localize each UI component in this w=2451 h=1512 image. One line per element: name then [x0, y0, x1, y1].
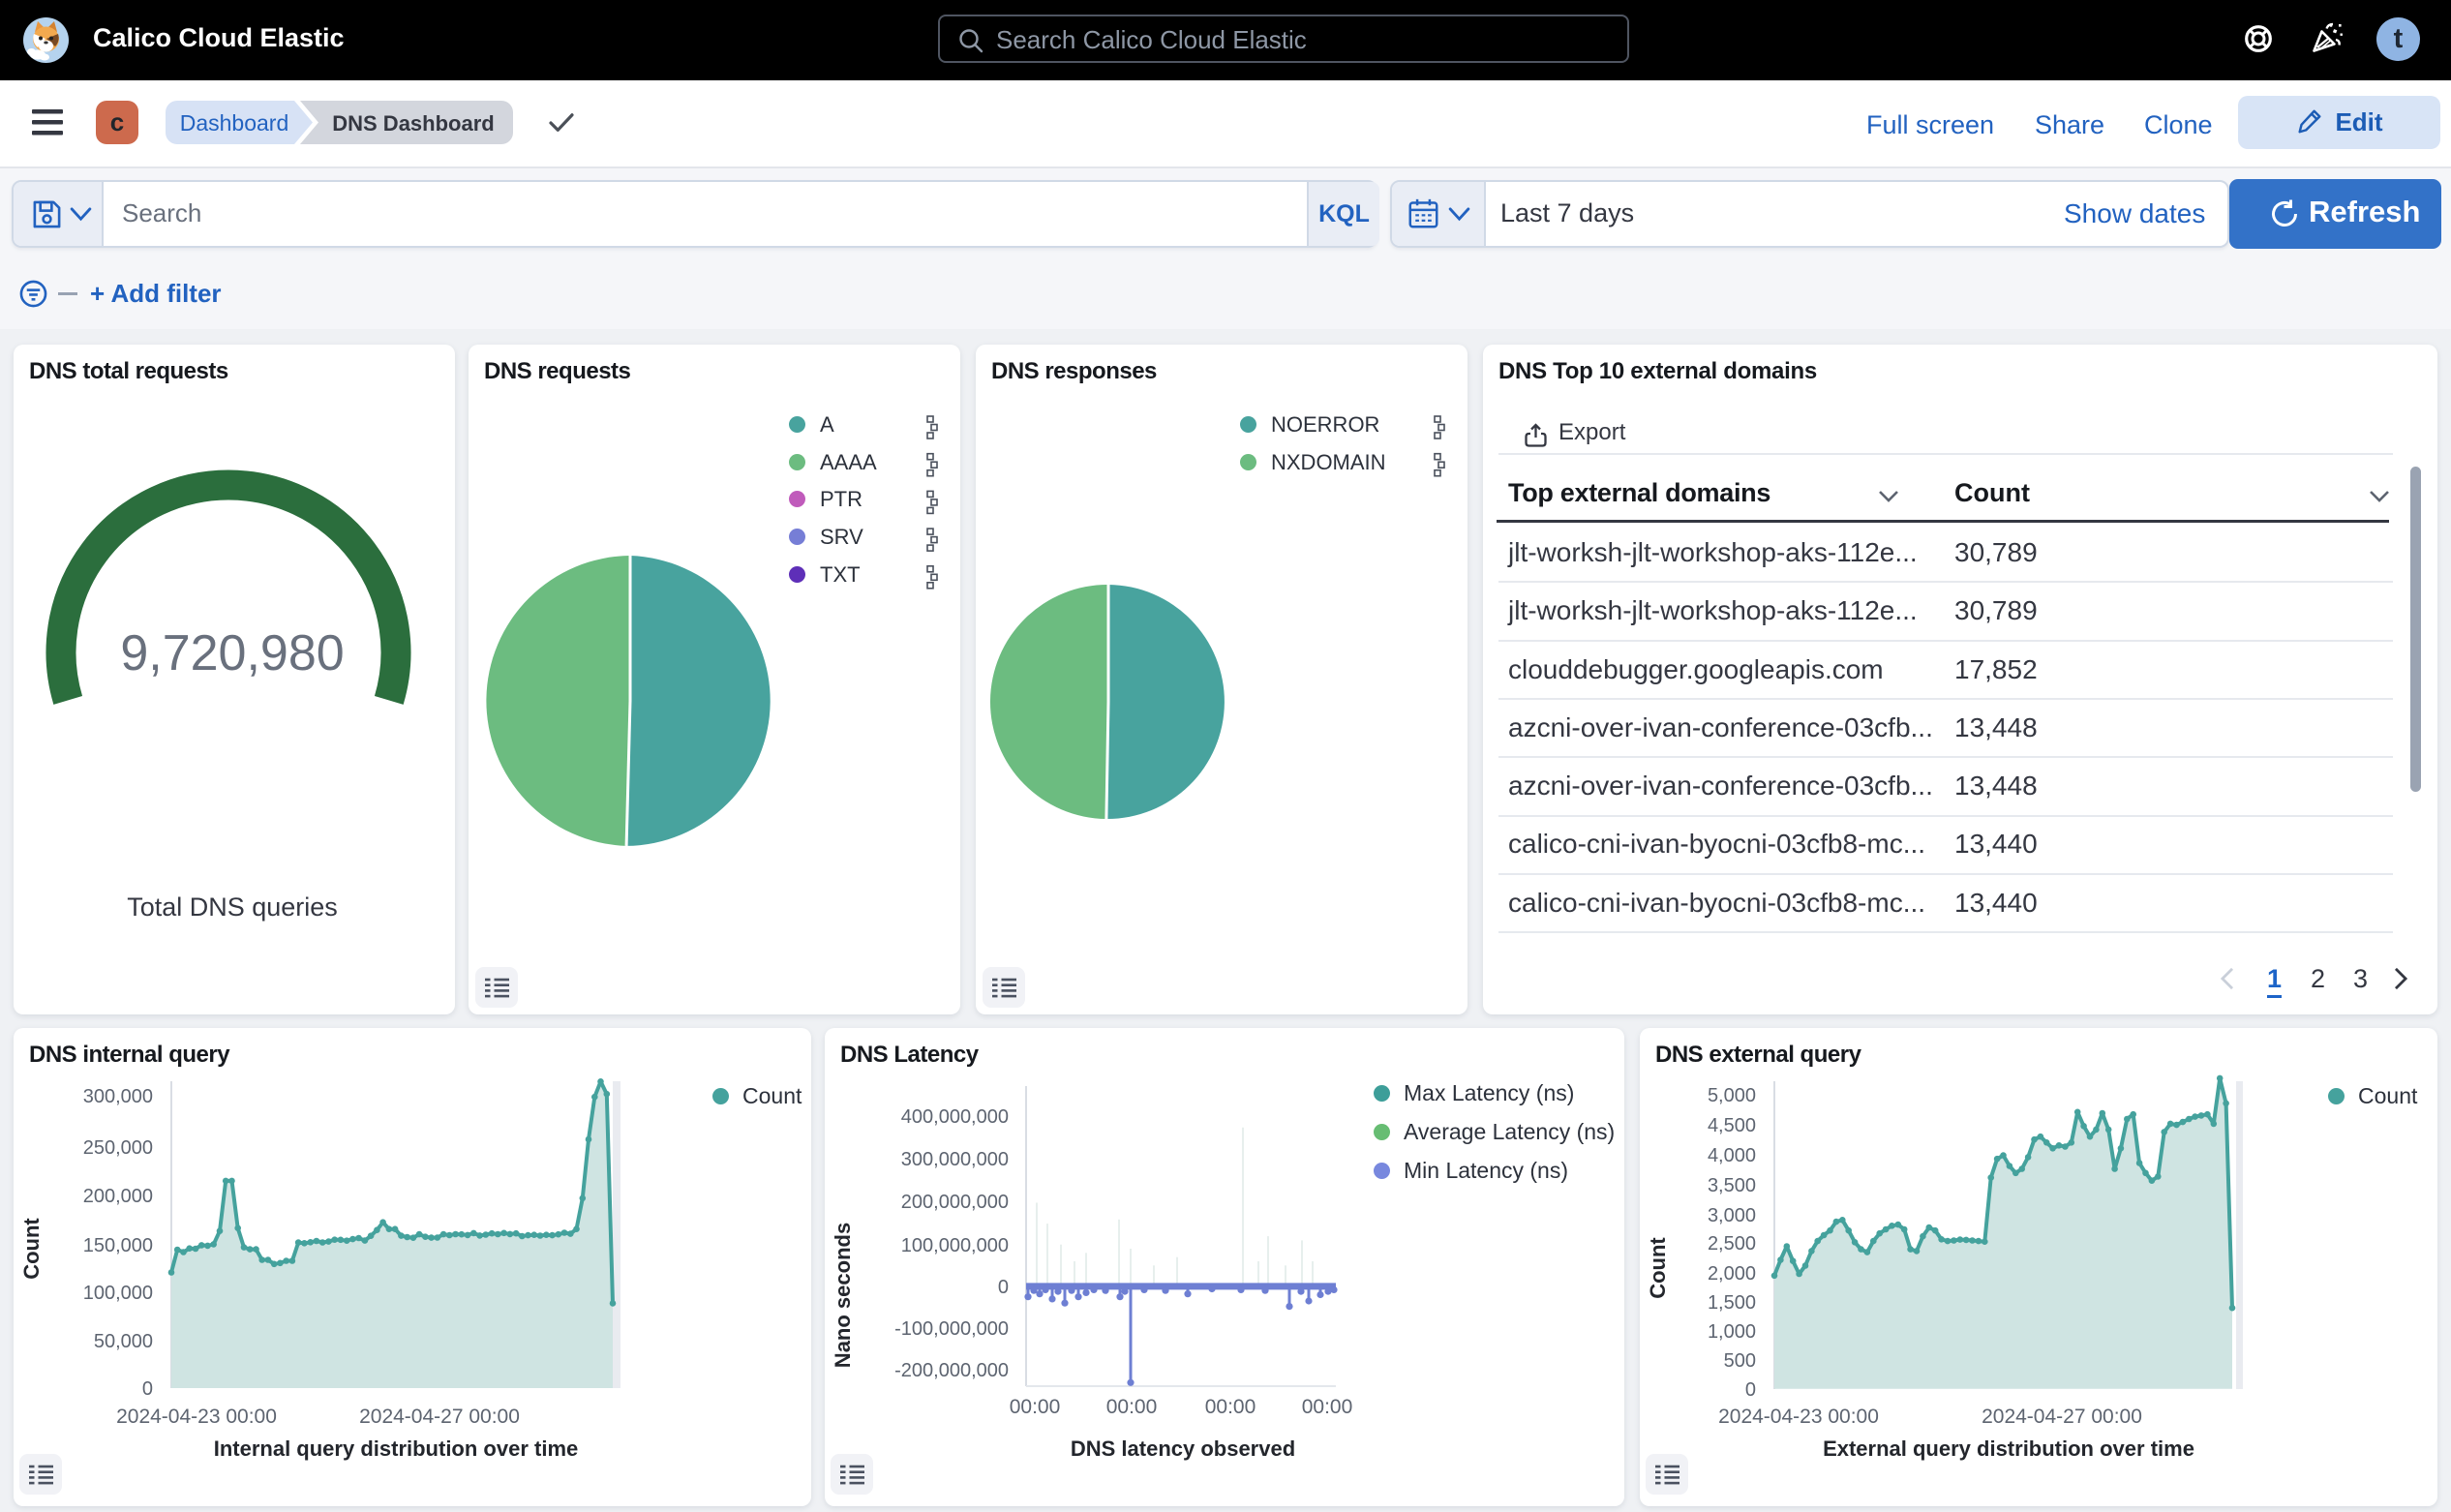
svg-text:1,000: 1,000: [1708, 1321, 1756, 1343]
svg-text:00:00: 00:00: [1302, 1396, 1353, 1418]
svg-text:4,000: 4,000: [1708, 1145, 1756, 1166]
svg-text:50,000: 50,000: [94, 1331, 153, 1352]
svg-text:1,500: 1,500: [1708, 1292, 1756, 1314]
svg-text:2024-04-23 00:00: 2024-04-23 00:00: [116, 1406, 277, 1428]
svg-text:External query distribution ov: External query distribution over time: [1823, 1436, 2194, 1461]
svg-text:00:00: 00:00: [1106, 1396, 1158, 1418]
svg-text:2024-04-27 00:00: 2024-04-27 00:00: [1982, 1406, 2142, 1428]
svg-text:3,500: 3,500: [1708, 1175, 1756, 1196]
svg-text:00:00: 00:00: [1205, 1396, 1256, 1418]
svg-text:DNS Dashboard: DNS Dashboard: [332, 111, 494, 136]
svg-text:0: 0: [998, 1277, 1009, 1298]
svg-text:500: 500: [1724, 1350, 1756, 1372]
svg-text:300,000,000: 300,000,000: [901, 1149, 1009, 1170]
svg-text:Nano seconds: Nano seconds: [831, 1223, 855, 1368]
svg-text:100,000: 100,000: [83, 1283, 153, 1304]
svg-text:2,000: 2,000: [1708, 1263, 1756, 1285]
svg-text:150,000: 150,000: [83, 1235, 153, 1256]
svg-text:-100,000,000: -100,000,000: [894, 1318, 1009, 1340]
svg-text:Count: Count: [19, 1218, 44, 1280]
svg-text:200,000: 200,000: [83, 1186, 153, 1207]
svg-text:DNS latency observed: DNS latency observed: [1071, 1436, 1295, 1461]
svg-text:300,000: 300,000: [83, 1086, 153, 1107]
svg-text:3,000: 3,000: [1708, 1205, 1756, 1226]
svg-text:2,500: 2,500: [1708, 1233, 1756, 1255]
svg-text:Dashboard: Dashboard: [180, 110, 289, 136]
svg-text:250,000: 250,000: [83, 1137, 153, 1159]
svg-text:400,000,000: 400,000,000: [901, 1106, 1009, 1128]
svg-text:2024-04-23 00:00: 2024-04-23 00:00: [1718, 1406, 1879, 1428]
svg-text:Count: Count: [1646, 1237, 1670, 1299]
svg-text:Internal query distribution ov: Internal query distribution over time: [214, 1436, 579, 1461]
svg-text:200,000,000: 200,000,000: [901, 1192, 1009, 1213]
svg-text:9,720,980: 9,720,980: [120, 625, 344, 681]
svg-text:5,000: 5,000: [1708, 1085, 1756, 1106]
svg-text:0: 0: [1745, 1379, 1756, 1401]
svg-text:100,000,000: 100,000,000: [901, 1235, 1009, 1256]
svg-text:2024-04-27 00:00: 2024-04-27 00:00: [359, 1406, 520, 1428]
svg-text:0: 0: [142, 1378, 153, 1400]
svg-text:Total DNS queries: Total DNS queries: [127, 892, 338, 922]
svg-text:-200,000,000: -200,000,000: [894, 1360, 1009, 1381]
svg-text:00:00: 00:00: [1010, 1396, 1061, 1418]
svg-text:4,500: 4,500: [1708, 1115, 1756, 1136]
